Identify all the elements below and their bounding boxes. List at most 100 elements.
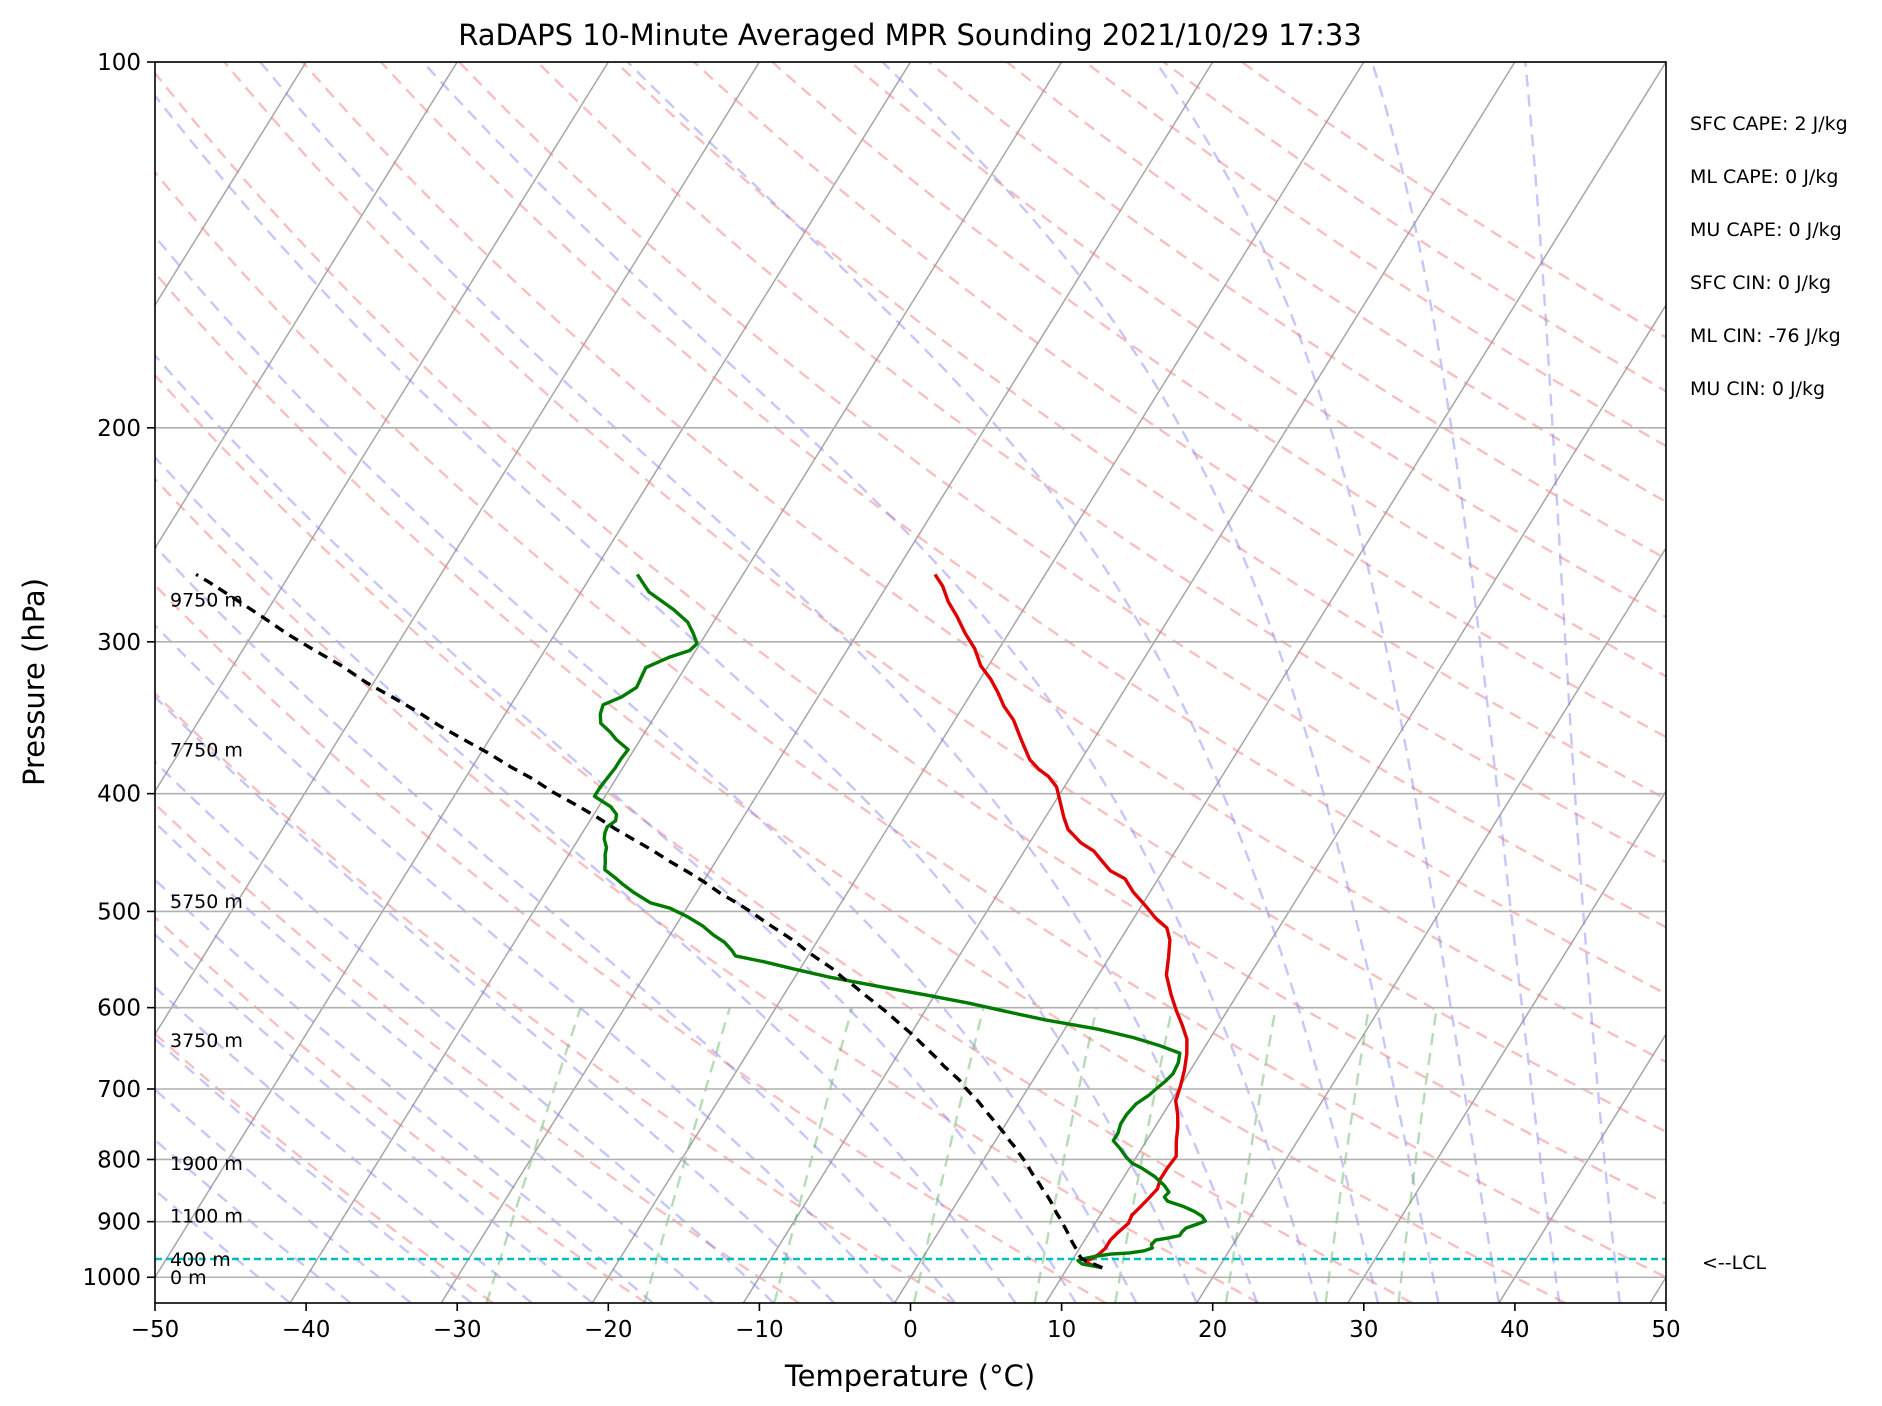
dry-adiabat-line	[155, 583, 1107, 1303]
mixing-ratio-line	[1324, 1007, 1370, 1303]
height-label: 1100 m	[170, 1206, 243, 1228]
mixing-ratio-line	[1033, 1007, 1098, 1303]
parcel-series-line	[195, 572, 1103, 1270]
moist-adiabat-line	[1524, 62, 1621, 1303]
x-tick-label: −10	[735, 1317, 784, 1343]
isotherm-line	[155, 62, 912, 1279]
mixing-ratio-line	[485, 1007, 582, 1303]
dry-adiabat-line	[155, 691, 954, 1303]
x-tick-label: −50	[131, 1317, 180, 1343]
dry-adiabat-line	[693, 62, 1666, 739]
index-label: MU CIN: 0 J/kg	[1690, 378, 1825, 400]
height-label: 5750 m	[170, 891, 243, 913]
index-label: ML CAPE: 0 J/kg	[1690, 166, 1838, 188]
moist-adiabat-line	[626, 62, 1380, 1303]
isotherm-line	[289, 62, 1063, 1303]
y-tick-label: 300	[97, 630, 141, 656]
isotherm-line	[155, 62, 458, 550]
x-axis: −50 −40 −30 −20 −10 0 10 20 30 40 50	[131, 1303, 1681, 1343]
moist-adiabat-line	[1154, 62, 1501, 1303]
y-tick-label: 600	[97, 996, 141, 1022]
y-tick-label: 200	[97, 416, 141, 442]
y-tick-label: 500	[97, 899, 141, 925]
background-lines	[155, 62, 1666, 1303]
mixing-ratio-line	[773, 1007, 854, 1303]
dry-adiabat-line	[614, 62, 1666, 801]
moist-adiabat-line	[155, 695, 835, 1303]
isotherm-line	[440, 62, 1214, 1303]
dry-adiabat-line	[155, 71, 1666, 1205]
dry-adiabat-line	[223, 62, 1666, 1134]
x-tick-label: 10	[1047, 1317, 1076, 1343]
series-layer	[195, 572, 1207, 1270]
isotherm-line	[893, 62, 1666, 1303]
x-tick-label: 30	[1349, 1317, 1378, 1343]
height-label: 7750 m	[170, 740, 243, 762]
dewpoint-series-line	[592, 573, 1207, 1270]
x-tick-label: 20	[1198, 1317, 1227, 1343]
isotherm-line	[742, 62, 1516, 1303]
isotherm-line	[155, 62, 307, 307]
moist-adiabat-line	[421, 62, 1319, 1303]
x-tick-label: −20	[584, 1317, 633, 1343]
y-tick-label: 700	[97, 1077, 141, 1103]
moist-adiabat-line	[155, 760, 775, 1303]
lcl-line: <--LCL	[155, 1252, 1766, 1274]
height-label: 400 m	[170, 1249, 231, 1271]
isotherm-line	[1044, 303, 1666, 1303]
y-tick-label: 800	[97, 1147, 141, 1173]
moist-adiabat-line	[155, 820, 714, 1303]
moist-adiabat-line	[881, 62, 1440, 1303]
dry-adiabat-line	[155, 170, 1666, 1279]
y-axis-label: Pressure (hPa)	[17, 578, 51, 786]
isotherm-line	[1196, 546, 1666, 1303]
mixing-ratio-line	[643, 1007, 731, 1303]
isotherm-line	[1498, 1032, 1666, 1303]
index-label: SFC CAPE: 2 J/kg	[1690, 113, 1848, 135]
y-tick-label: 1000	[82, 1265, 141, 1291]
mixing-ratio-line	[1114, 1007, 1174, 1303]
moist-adiabat-line	[155, 93, 1198, 1303]
x-axis-label: Temperature (°C)	[784, 1359, 1035, 1393]
height-label: 3750 m	[170, 1030, 243, 1052]
isotherm-line	[155, 62, 761, 1036]
dry-adiabat-line	[155, 477, 1260, 1303]
dry-adiabat-line	[155, 1032, 494, 1303]
height-label: 0 m	[170, 1267, 207, 1289]
index-label: SFC CIN: 0 J/kg	[1690, 272, 1831, 294]
moist-adiabat-line	[155, 353, 1077, 1303]
moist-adiabat-line	[155, 455, 1017, 1303]
dry-adiabat-line	[155, 915, 647, 1303]
y-tick-label: 100	[97, 50, 141, 76]
y-axis: 100 200 300 400 500 600 700 800 900 1000	[82, 50, 155, 1291]
moist-adiabat-line	[1370, 62, 1561, 1303]
dry-adiabat-line	[301, 62, 1666, 1064]
x-tick-label: −30	[433, 1317, 482, 1343]
isotherm-line	[591, 62, 1365, 1303]
y-tick-label: 400	[97, 782, 141, 808]
height-label: 1900 m	[170, 1153, 243, 1175]
lcl-label: <--LCL	[1702, 1252, 1766, 1274]
index-label: ML CIN: -76 J/kg	[1690, 325, 1841, 347]
temperature-series-line	[933, 573, 1189, 1270]
y-tick-label: 900	[97, 1210, 141, 1236]
index-label: MU CAPE: 0 J/kg	[1690, 219, 1842, 241]
x-tick-label: 50	[1651, 1317, 1680, 1343]
isotherm-line	[155, 62, 609, 793]
moist-adiabat-line	[259, 62, 1259, 1303]
x-tick-label: 0	[903, 1317, 918, 1343]
dry-adiabat-line	[380, 62, 1666, 996]
moist-adiabat-line	[155, 623, 896, 1303]
moist-adiabat-line	[155, 234, 1138, 1303]
height-label: 9750 m	[170, 590, 243, 612]
dry-adiabat-line	[458, 62, 1666, 929]
dry-adiabat-line	[155, 802, 800, 1303]
chart-title: RaDAPS 10-Minute Averaged MPR Sounding 2…	[458, 18, 1362, 52]
isotherm-line	[1347, 789, 1666, 1303]
x-tick-label: 40	[1500, 1317, 1529, 1343]
mixing-ratio-line	[1224, 1007, 1277, 1303]
x-tick-label: −40	[282, 1317, 331, 1343]
mixing-ratio-line	[1397, 1007, 1438, 1303]
